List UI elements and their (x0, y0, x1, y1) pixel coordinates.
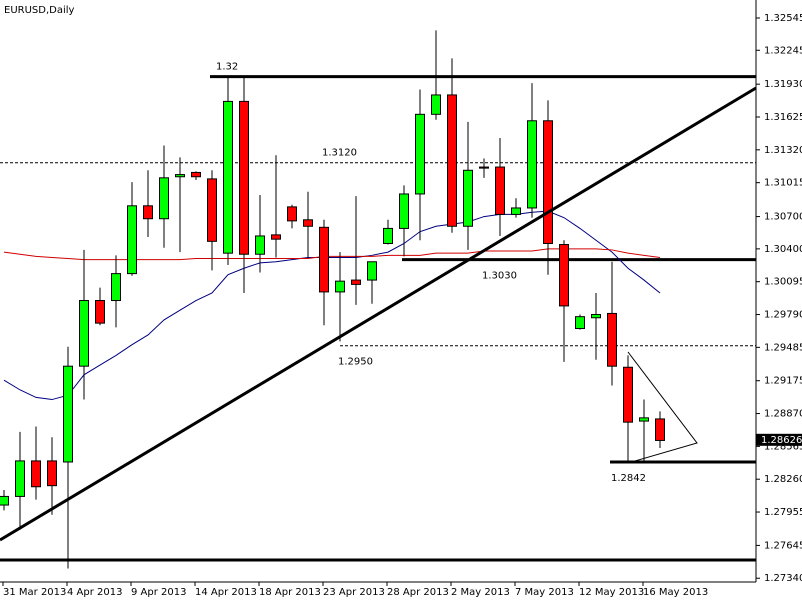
candle-body (127, 205, 137, 275)
y-tick-label: 1.28565 (764, 441, 802, 452)
candle-body (431, 94, 441, 115)
candle-body (415, 113, 425, 195)
y-tick-label: 1.29175 (764, 376, 802, 387)
x-tick-label: 12 May 2013 (579, 587, 644, 598)
x-tick-label: 23 Apr 2013 (323, 587, 385, 598)
y-tick-label: 1.28870 (764, 409, 802, 420)
candle-body (383, 227, 393, 244)
level-label: 1.3030 (482, 271, 517, 282)
candle-body (591, 314, 601, 319)
candle-body (447, 94, 457, 227)
candle-body (559, 244, 569, 307)
candle-body (175, 174, 185, 178)
candle-body (239, 100, 249, 255)
triangle-pattern (627, 351, 698, 464)
candle-body (15, 460, 25, 497)
y-tick-label: 1.29485 (764, 342, 802, 353)
y-tick-label: 1.30095 (764, 277, 802, 288)
level-label: 1.2950 (338, 357, 373, 368)
x-tick-label: 9 Apr 2013 (131, 587, 186, 598)
x-tick-label: 31 Mar 2013 (3, 587, 66, 598)
candle-body (335, 280, 345, 293)
candle-body (655, 418, 665, 441)
candle-body (143, 205, 153, 220)
candle-body (287, 206, 297, 222)
y-tick-label: 1.27340 (764, 573, 802, 584)
candle-body (639, 417, 649, 422)
candle-body (399, 193, 409, 229)
y-tick-label: 1.31015 (764, 178, 802, 189)
candle-body (351, 279, 361, 285)
candle-body (79, 300, 89, 367)
x-tick-label: 18 Apr 2013 (259, 587, 321, 598)
candle-body (191, 171, 201, 178)
candle-body (367, 261, 377, 281)
candle-body (623, 366, 633, 423)
candle-body (303, 219, 313, 227)
x-tick-label: 28 Apr 2013 (387, 587, 449, 598)
candle-body (31, 460, 41, 488)
candle-body (495, 166, 505, 215)
candle-body (479, 166, 489, 169)
x-tick-label: 2 May 2013 (451, 587, 510, 598)
level-label: 1.2842 (611, 473, 646, 484)
candle-body (0, 495, 9, 506)
y-tick-label: 1.30400 (764, 244, 802, 255)
y-tick-label: 1.30700 (764, 212, 802, 223)
last-price-label: 1.28626 (761, 435, 802, 446)
candle-body (111, 273, 121, 302)
moving-average (3, 248, 661, 261)
y-tick-label: 1.29790 (764, 310, 802, 321)
candle-body (255, 235, 265, 255)
level-label: 1.3120 (322, 148, 357, 159)
candle-body (607, 312, 617, 367)
candle-body (63, 365, 73, 463)
y-tick-label: 1.31320 (764, 145, 802, 156)
y-tick-label: 1.27645 (764, 540, 802, 551)
y-tick-label: 1.27955 (764, 507, 802, 518)
x-tick-label: 7 May 2013 (515, 587, 574, 598)
candle-body (159, 177, 169, 220)
level-label: 1.32 (216, 62, 238, 73)
candle-body (575, 316, 585, 330)
candle-body (511, 207, 521, 215)
x-tick-label: 14 Apr 2013 (195, 587, 257, 598)
x-tick-label: 4 Apr 2013 (67, 587, 122, 598)
y-tick-label: 1.32545 (764, 13, 802, 24)
candle-body (95, 300, 105, 324)
chart-title: EURUSD,Daily (4, 5, 75, 16)
plot: 1.32 1.3120 1.3030 1.2950 1.2842 (0, 30, 756, 569)
y-tick-label: 1.31625 (764, 112, 802, 123)
y-tick-label: 1.28260 (764, 474, 802, 485)
candle-body (47, 460, 57, 487)
candle-body (463, 169, 473, 227)
candle-body (527, 120, 537, 209)
trend-line (0, 86, 757, 542)
candle-body (207, 178, 217, 242)
x-tick-label: 16 May 2013 (643, 587, 708, 598)
y-tick-label: 1.31930 (764, 79, 802, 90)
candle-body (271, 234, 281, 240)
candle-body (223, 100, 233, 254)
y-tick-label: 1.32245 (764, 45, 802, 56)
candle-body (543, 120, 553, 244)
candle-body (319, 226, 329, 293)
last-price-box (756, 433, 802, 446)
